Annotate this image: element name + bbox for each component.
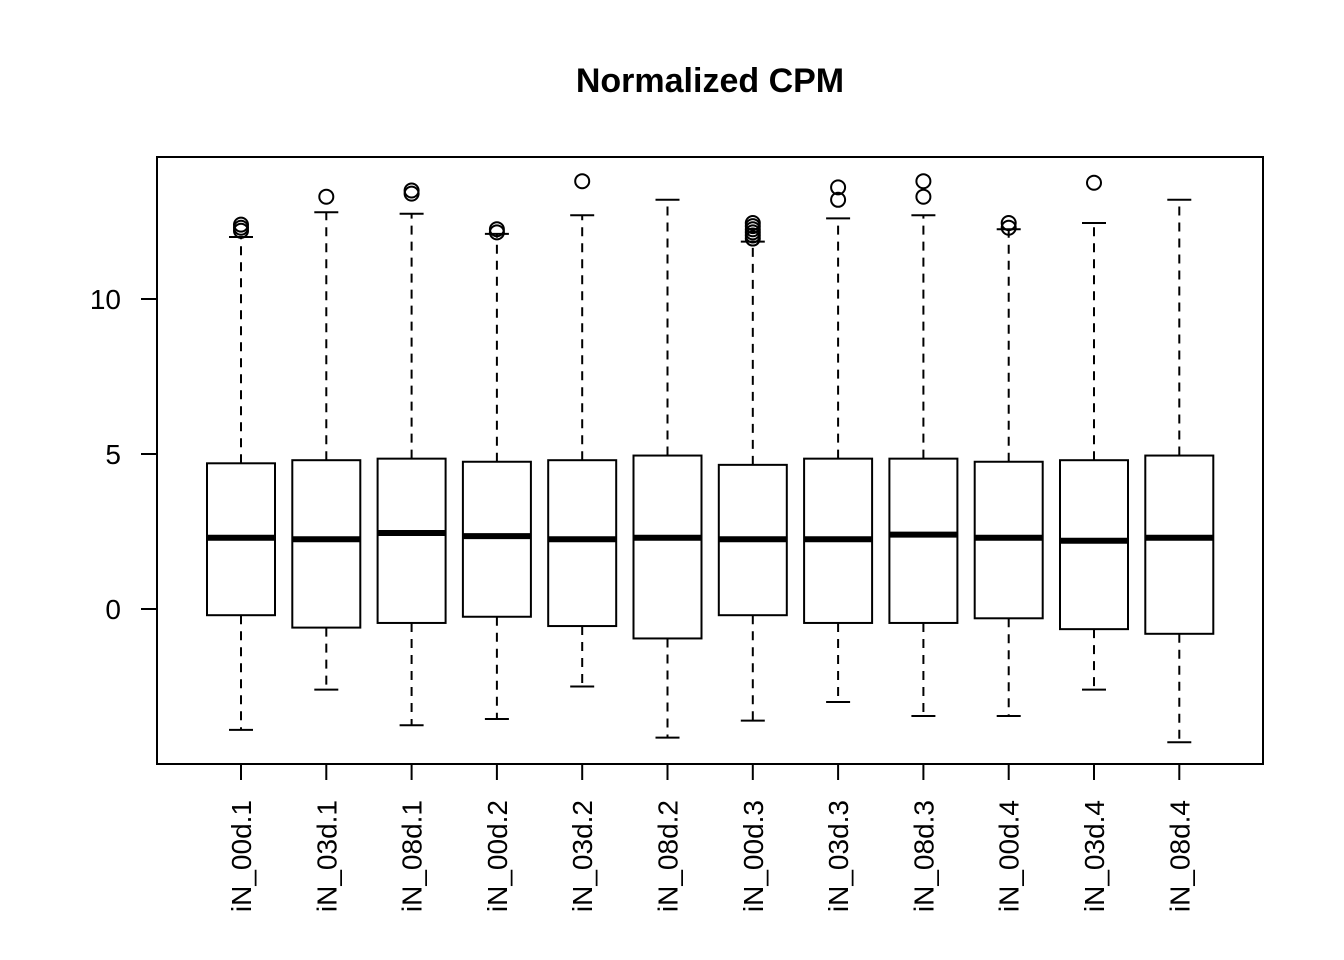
x-tick-label: iN_00d.2: [482, 800, 513, 912]
x-tick-label: iN_03d.2: [567, 800, 598, 912]
outlier-point: [915, 188, 932, 205]
box-iN_03d.4: [1059, 174, 1129, 691]
box-iN_03d.3: [803, 179, 874, 703]
plot-frame: [156, 156, 1264, 765]
y-tick-label: 10: [90, 284, 121, 315]
outlier-point: [403, 182, 420, 199]
y-tick-label: 0: [105, 594, 121, 625]
outlier-point: [1000, 219, 1017, 236]
box-iN_08d.2: [632, 198, 703, 739]
iqr-box: [291, 459, 362, 629]
x-tick-label: iN_00d.3: [738, 800, 769, 912]
outlier-point: [233, 216, 249, 233]
outlier-point: [830, 179, 847, 196]
chart-title: Normalized CPM: [576, 62, 844, 100]
iqr-box: [547, 459, 618, 628]
outlier-point: [318, 188, 335, 205]
x-tick-label: iN_03d.1: [311, 800, 342, 912]
box-iN_08d.3: [888, 173, 959, 717]
outlier-point: [830, 191, 847, 208]
x-axis: iN_00d.1 iN_03d.1 iN_08d.1 iN_00d.2 iN_03d.2…: [226, 764, 1195, 912]
box-iN_08d.4: [1144, 198, 1215, 744]
x-tick-label: iN_00d.1: [226, 800, 257, 912]
outlier-point: [574, 173, 591, 190]
x-tick-label: iN_00d.4: [994, 800, 1025, 912]
x-tick-label: iN_08d.2: [653, 800, 684, 912]
outlier-point: [1086, 174, 1102, 191]
outlier-point: [1000, 215, 1017, 232]
outlier-point: [488, 221, 505, 238]
iqr-box: [461, 460, 532, 618]
y-axis: 0 5 10: [90, 284, 157, 625]
box-iN_03d.2: [547, 173, 618, 688]
iqr-box: [376, 457, 447, 624]
x-tick-label: iN_03d.4: [1079, 800, 1110, 912]
y-tick-label: 5: [105, 439, 121, 470]
box-iN_08d.1: [376, 182, 447, 727]
box-iN_00d.1: [206, 216, 276, 731]
box-series: [206, 173, 1215, 744]
box-iN_00d.3: [717, 215, 788, 722]
outlier-point: [915, 173, 932, 190]
x-tick-label: iN_03d.3: [823, 800, 854, 912]
box-iN_00d.2: [461, 221, 532, 721]
iqr-box: [888, 457, 959, 624]
box-iN_03d.1: [291, 188, 362, 691]
x-tick-label: iN_08d.4: [1164, 800, 1195, 912]
box-iN_00d.4: [973, 215, 1044, 717]
x-tick-label: iN_08d.1: [397, 800, 428, 912]
iqr-box: [632, 454, 703, 640]
outlier-point: [744, 215, 761, 232]
iqr-box: [1144, 454, 1215, 635]
iqr-box: [1059, 459, 1129, 631]
x-tick-label: iN_08d.3: [908, 800, 939, 912]
